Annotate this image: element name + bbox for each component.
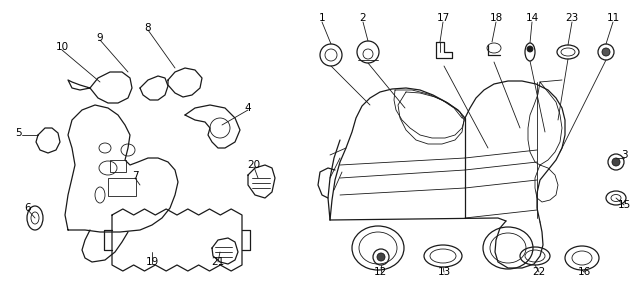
Text: 10: 10: [56, 42, 68, 52]
Text: 6: 6: [25, 203, 31, 213]
Text: 1: 1: [319, 13, 325, 23]
Text: 5: 5: [15, 128, 21, 138]
Text: 9: 9: [97, 33, 103, 43]
Circle shape: [602, 48, 610, 56]
Text: 12: 12: [373, 267, 387, 277]
Text: 7: 7: [132, 171, 138, 181]
Text: 13: 13: [437, 267, 451, 277]
Text: 16: 16: [577, 267, 591, 277]
Text: 19: 19: [145, 257, 159, 267]
Text: 23: 23: [565, 13, 579, 23]
Bar: [108, 178, 136, 196]
Text: 8: 8: [145, 23, 151, 33]
Text: 17: 17: [436, 13, 450, 23]
Circle shape: [377, 253, 385, 261]
Text: 3: 3: [621, 150, 627, 160]
Circle shape: [612, 158, 620, 166]
Text: 18: 18: [490, 13, 502, 23]
Text: 11: 11: [606, 13, 620, 23]
Text: 4: 4: [244, 103, 252, 113]
Text: 20: 20: [248, 160, 260, 170]
Bar: [110, 160, 126, 172]
Text: 2: 2: [360, 13, 366, 23]
Text: 21: 21: [211, 257, 225, 267]
Text: 14: 14: [525, 13, 539, 23]
Circle shape: [527, 46, 533, 52]
Text: 15: 15: [618, 200, 630, 210]
Text: 22: 22: [532, 267, 546, 277]
